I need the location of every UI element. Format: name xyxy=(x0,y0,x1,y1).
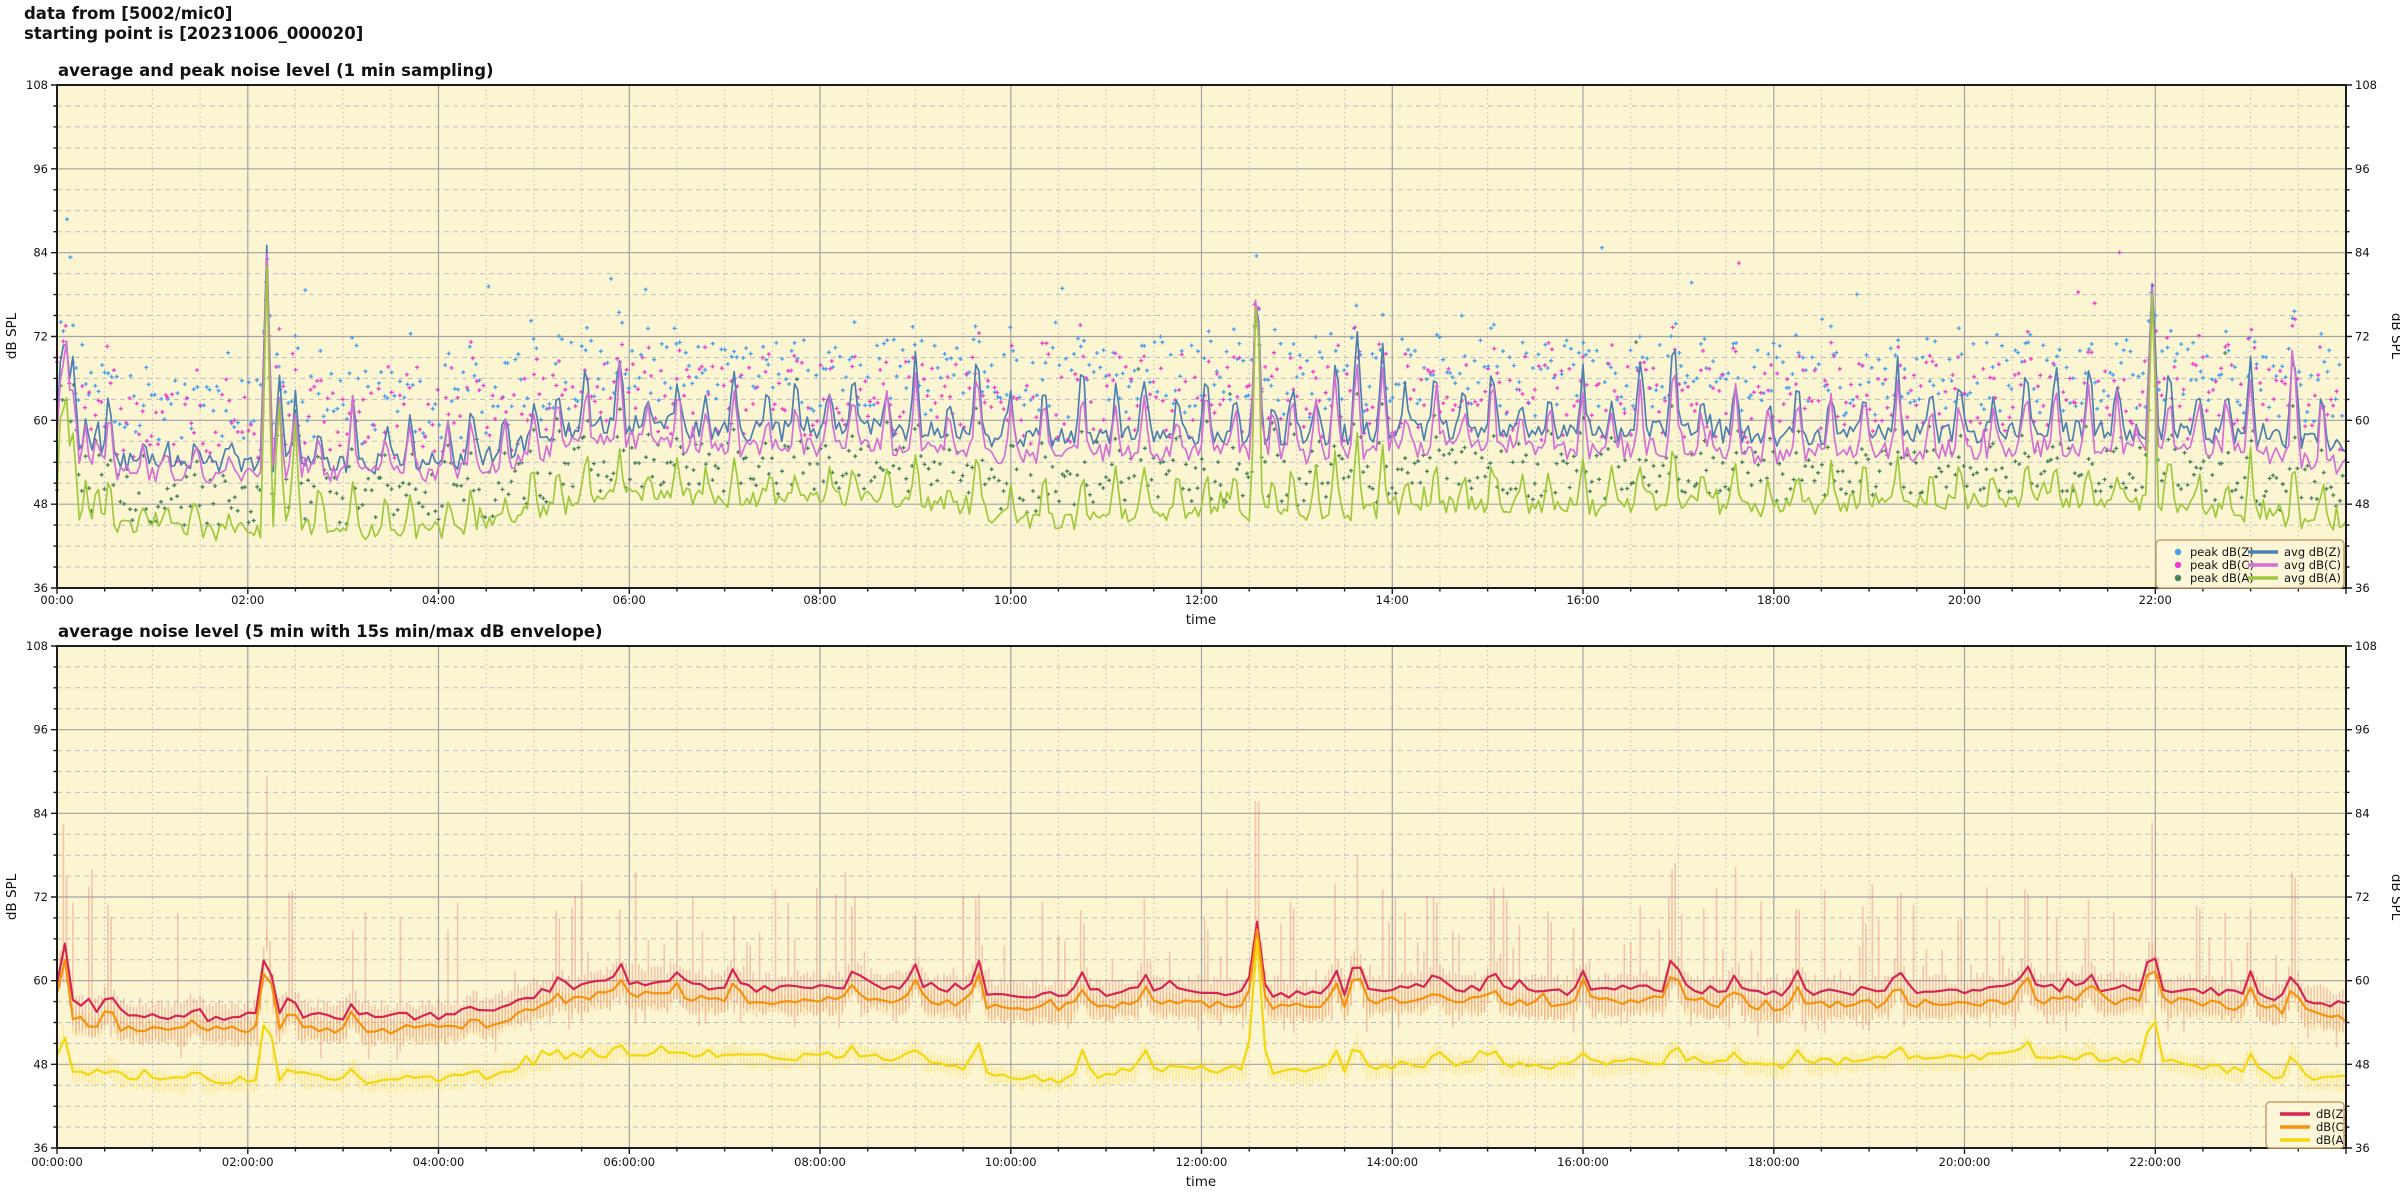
series-db-z- xyxy=(55,920,2347,1023)
series-avg-db-z- xyxy=(56,244,2347,475)
y-tick-label-left: 72 xyxy=(33,890,48,904)
y-tick-label-right: 60 xyxy=(2355,974,2370,988)
y-tick-label-right: 96 xyxy=(2355,162,2370,176)
x-tick-label: 00:00 xyxy=(40,593,73,607)
x-tick-label: 14:00:00 xyxy=(1366,1155,1418,1169)
y-tick-label-left: 96 xyxy=(33,162,48,176)
legend-label: peak dB(Z) xyxy=(2190,545,2254,559)
y-tick-label-left: 96 xyxy=(33,723,48,737)
series-avg-db-a- xyxy=(56,265,2347,542)
y-tick-label-right: 84 xyxy=(2355,806,2370,820)
header-line1: data from [5002/mic0] xyxy=(24,4,232,23)
x-tick-label: 12:00:00 xyxy=(1176,1155,1228,1169)
chart1-ylabel-right: dB SPL xyxy=(2388,313,2400,360)
x-tick-label: 22:00:00 xyxy=(2129,1155,2181,1169)
y-tick-label-right: 72 xyxy=(2355,330,2370,344)
x-tick-label: 20:00 xyxy=(1948,593,1981,607)
series-avg-db-c- xyxy=(56,252,2347,484)
chart2-ylabel-left: dB SPL xyxy=(4,873,20,920)
y-tick-label-right: 36 xyxy=(2355,1141,2370,1155)
y-tick-label-left: 108 xyxy=(26,78,48,92)
y-tick-label-right: 108 xyxy=(2355,639,2377,653)
y-tick-label-left: 60 xyxy=(33,413,48,427)
y-tick-label-right: 84 xyxy=(2355,246,2370,260)
grid-major-vertical xyxy=(247,646,2156,1148)
chart-top: 00:00 02:00 04:00 06:00 08:00 10:00 12:00 14:00… xyxy=(26,78,2377,607)
x-tick-label: 22:00 xyxy=(2139,593,2172,607)
y-tick-label-right: 96 xyxy=(2355,723,2370,737)
y-tick-label-right: 108 xyxy=(2355,78,2377,92)
series-db-a- xyxy=(55,938,2347,1085)
chart-bottom: 00:00:00 02:00:00 04:00:00 06:00:00 08:00:00… xyxy=(26,639,2377,1169)
legend-label: dB(A) xyxy=(2316,1133,2348,1147)
y-tick-label-right: 36 xyxy=(2355,581,2370,595)
legend-label: peak dB(A) xyxy=(2190,571,2254,585)
y-tick-label-left: 48 xyxy=(33,497,48,511)
header-line2: starting point is [20231006_000020] xyxy=(24,24,363,43)
y-tick-label-left: 36 xyxy=(33,1141,48,1155)
x-tick-label: 02:00 xyxy=(231,593,264,607)
x-tick-label: 04:00 xyxy=(422,593,455,607)
chart2-xlabel: time xyxy=(1186,1174,1217,1190)
chart1-ylabel-left: dB SPL xyxy=(4,312,20,359)
x-tick-label: 14:00 xyxy=(1376,593,1409,607)
x-tick-label: 08:00:00 xyxy=(794,1155,846,1169)
y-tick-label-right: 60 xyxy=(2355,413,2370,427)
y-tick-label-left: 84 xyxy=(33,246,48,260)
x-tick-label: 00:00:00 xyxy=(31,1155,83,1169)
x-tick-label: 04:00:00 xyxy=(413,1155,465,1169)
y-tick-label-left: 60 xyxy=(33,974,48,988)
x-tick-label: 06:00 xyxy=(613,593,646,607)
x-tick-label: 18:00 xyxy=(1757,593,1790,607)
axis-ticks xyxy=(51,645,2352,1154)
chart1-title: average and peak noise level (1 min samp… xyxy=(58,61,494,80)
x-tick-label: 16:00:00 xyxy=(1557,1155,1609,1169)
x-tick-label: 20:00:00 xyxy=(1939,1155,1991,1169)
chart1-xlabel: time xyxy=(1186,612,1217,628)
y-tick-label-left: 72 xyxy=(33,330,48,344)
legend-label: avg dB(C) xyxy=(2284,558,2341,572)
x-tick-label: 08:00 xyxy=(803,593,836,607)
legend-label: avg dB(A) xyxy=(2284,571,2341,585)
chart2-ylabel-right: dB SPL xyxy=(2388,874,2400,921)
chart2-title: average noise level (5 min with 15s min/… xyxy=(58,622,603,641)
legend-label: avg dB(Z) xyxy=(2284,545,2341,559)
x-tick-label: 06:00:00 xyxy=(603,1155,655,1169)
x-tick-label: 12:00 xyxy=(1185,593,1218,607)
x-tick-label: 18:00:00 xyxy=(1748,1155,1800,1169)
x-tick-label: 16:00 xyxy=(1566,593,1599,607)
y-tick-label-right: 48 xyxy=(2355,497,2370,511)
y-tick-label-left: 108 xyxy=(26,639,48,653)
series-db-c- xyxy=(55,928,2347,1035)
x-tick-label: 10:00 xyxy=(994,593,1027,607)
legend-marker-icon xyxy=(2174,574,2182,582)
legend-marker-icon xyxy=(2174,561,2182,569)
legend-label: dB(Z) xyxy=(2316,1107,2348,1121)
grid-major-vertical xyxy=(247,85,2156,588)
y-tick-label-left: 36 xyxy=(33,581,48,595)
y-tick-label-left: 48 xyxy=(33,1057,48,1071)
y-tick-label-left: 84 xyxy=(33,806,48,820)
x-tick-label: 02:00:00 xyxy=(222,1155,274,1169)
y-tick-label-right: 48 xyxy=(2355,1057,2370,1071)
legend-marker-icon xyxy=(2174,548,2182,556)
axis-ticks xyxy=(51,84,2352,594)
legend-label: dB(C) xyxy=(2316,1120,2348,1134)
x-tick-label: 10:00:00 xyxy=(985,1155,1037,1169)
legend-label: peak dB(C) xyxy=(2190,558,2254,572)
y-tick-label-right: 72 xyxy=(2355,890,2370,904)
